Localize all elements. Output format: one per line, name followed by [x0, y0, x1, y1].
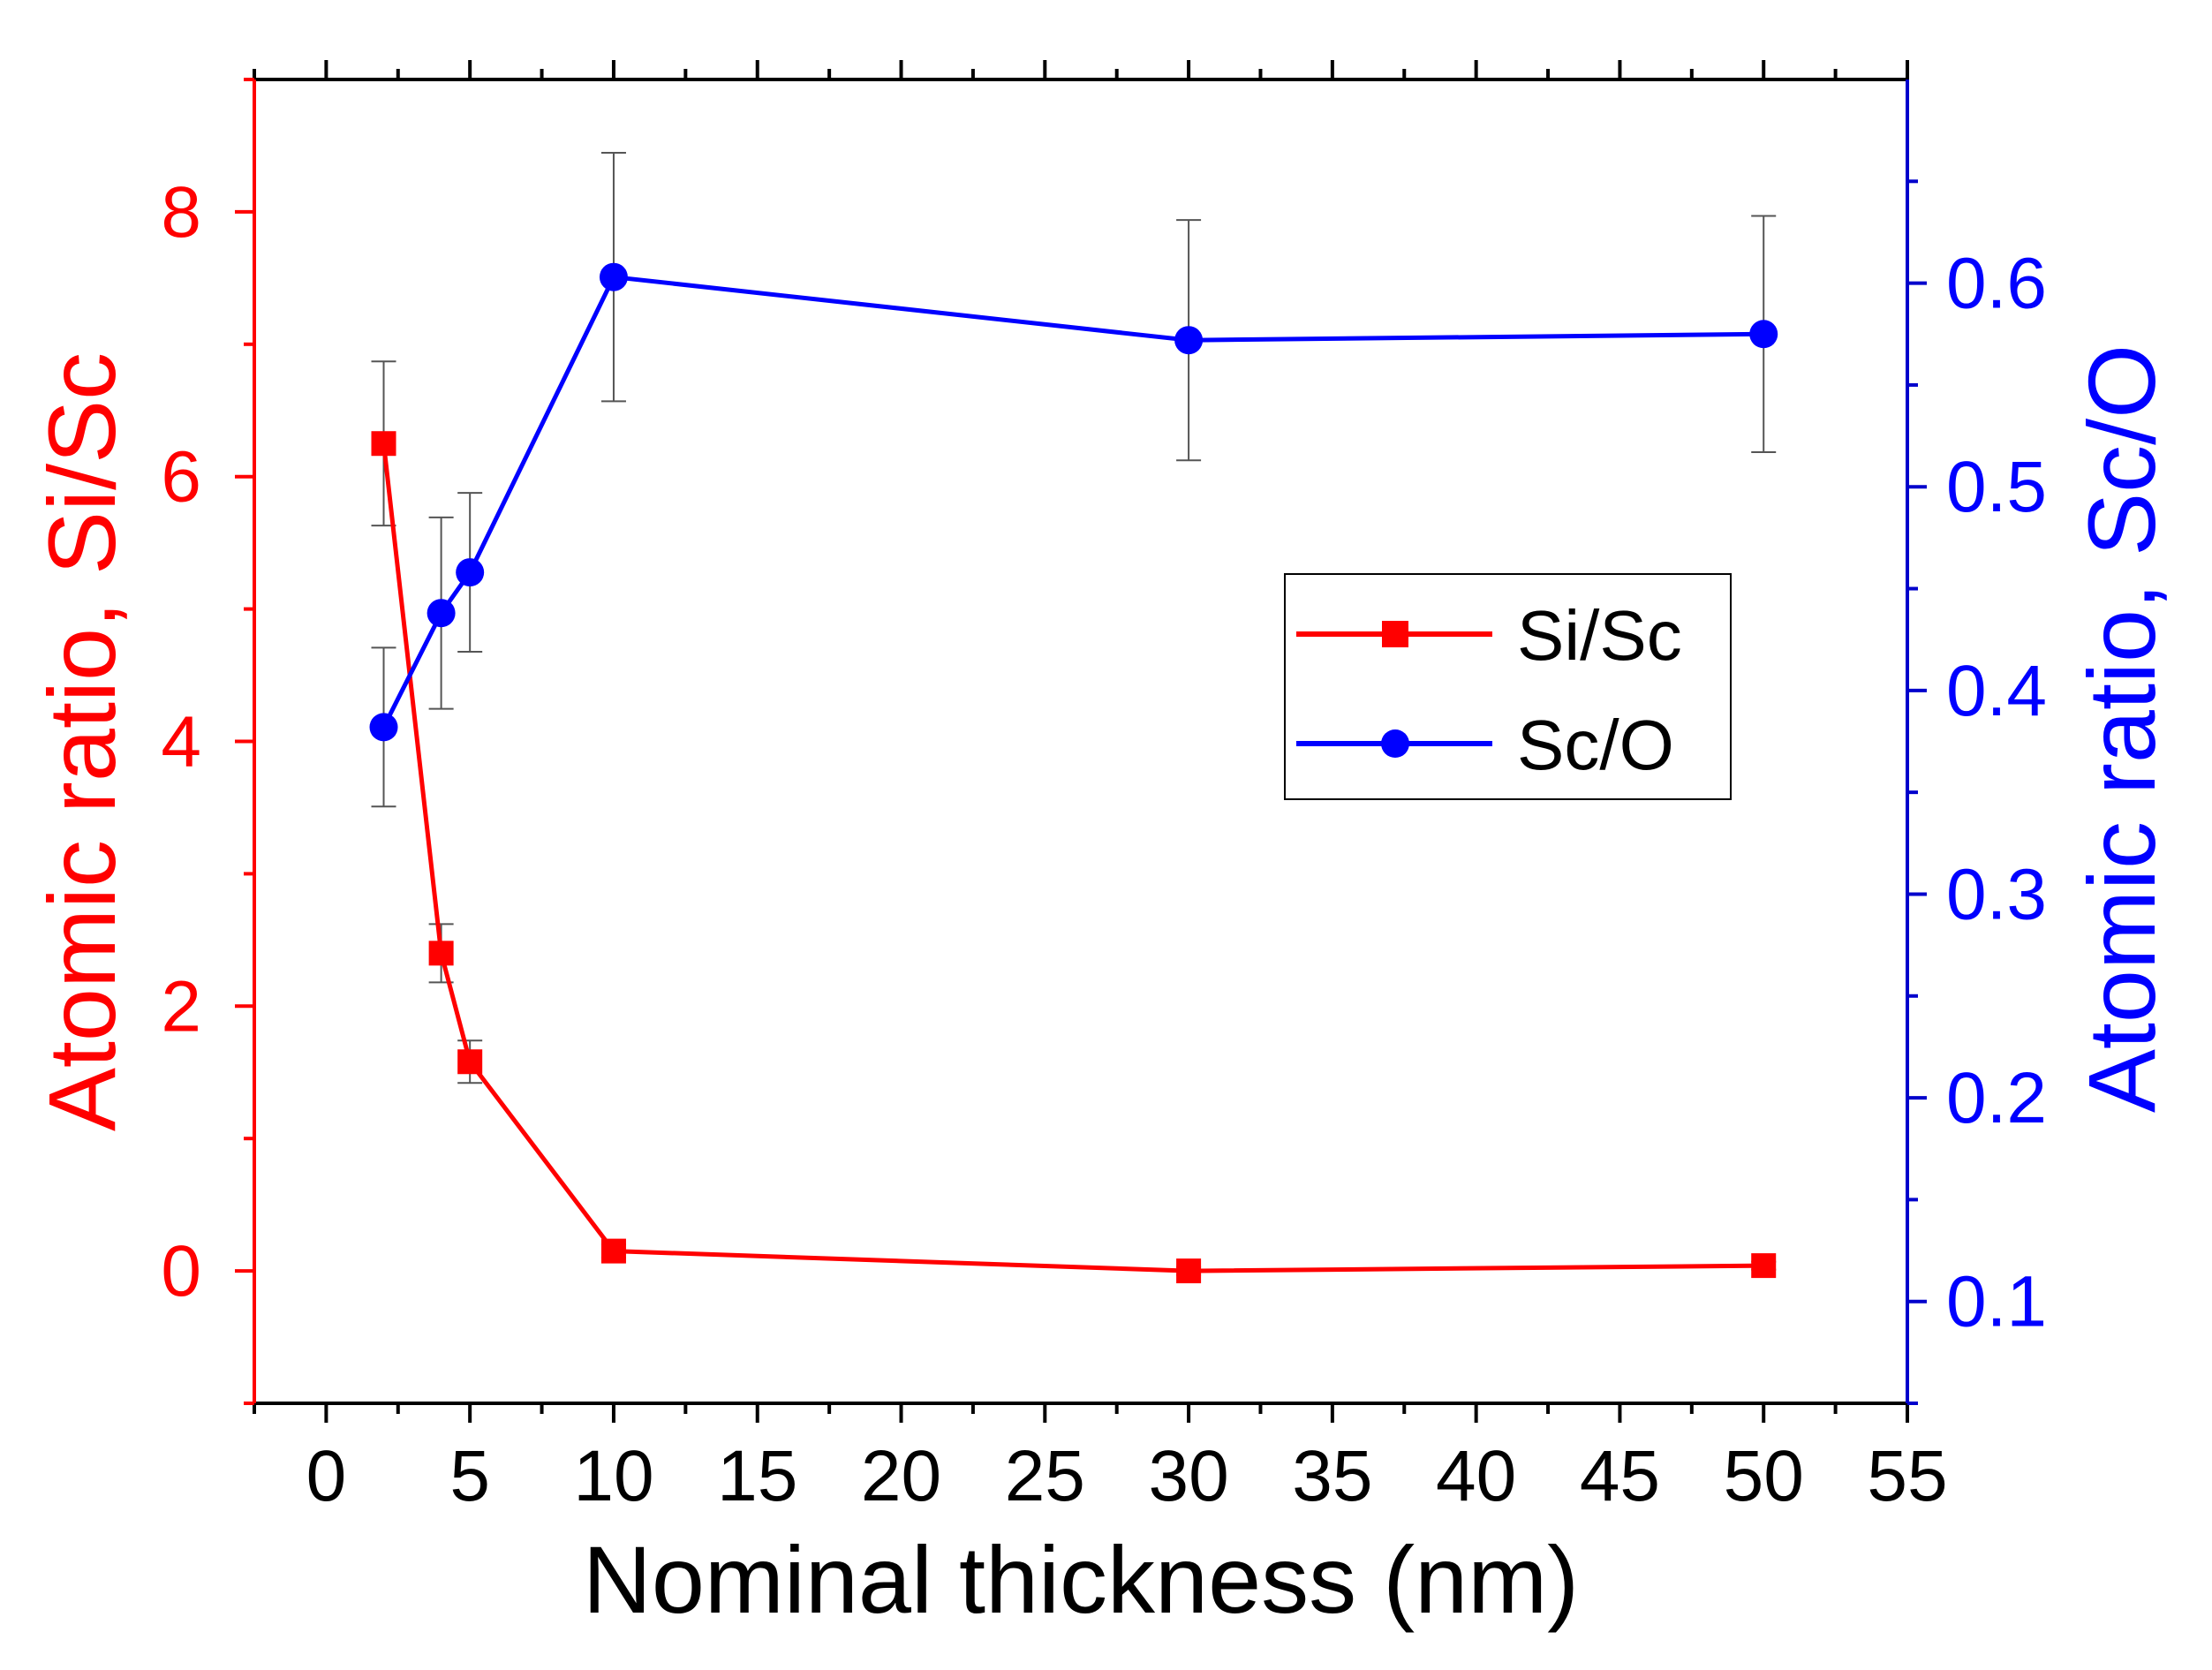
legend-marker-sc-o	[1381, 729, 1409, 758]
legend-box	[1284, 573, 1732, 800]
right-y-tick-label: 0.5	[1946, 447, 2047, 527]
x-tick-label: 20	[861, 1436, 941, 1516]
data-point-sc-o	[427, 599, 456, 628]
left-y-tick-label: 6	[161, 437, 201, 518]
data-point-si-sc	[457, 1049, 483, 1075]
right-y-tick-label: 0.1	[1946, 1262, 2047, 1342]
left-y-tick-label: 4	[161, 702, 201, 782]
series-line-sc-o	[381, 275, 1764, 729]
right-y-tick-label: 0.4	[1946, 651, 2047, 731]
data-point-si-sc	[428, 941, 454, 966]
right-y-tick-label: 0.2	[1946, 1058, 2047, 1138]
x-tick-label: 10	[573, 1436, 653, 1516]
x-tick-label: 35	[1292, 1436, 1372, 1516]
data-point-si-sc	[371, 431, 396, 457]
x-tick-label: 25	[1005, 1436, 1085, 1516]
x-tick-label: 0	[306, 1436, 347, 1516]
markers-layer	[369, 262, 1778, 1284]
legend-label-si-sc: Si/Sc	[1517, 596, 1682, 675]
series-line-si-sc	[381, 442, 1764, 1273]
x-tick-label: 50	[1724, 1436, 1804, 1516]
left-y-tick-label: 0	[161, 1231, 201, 1311]
right-y-tick-label: 0.3	[1946, 854, 2047, 934]
x-tick-label: 40	[1436, 1436, 1516, 1516]
data-point-sc-o	[369, 713, 398, 742]
series-lines-layer	[381, 275, 1764, 1273]
data-point-sc-o	[1174, 326, 1204, 355]
x-tick-label: 5	[449, 1436, 490, 1516]
x-tick-label: 15	[717, 1436, 797, 1516]
right-y-tick-label: 0.6	[1946, 244, 2047, 324]
data-point-sc-o	[456, 558, 485, 587]
left-y-axis-title: Atomic ratio, Si/Sc	[28, 352, 135, 1131]
legend: Si/Sc Sc/O	[1284, 573, 1732, 800]
legend-label-sc-o: Sc/O	[1517, 706, 1674, 784]
legend-marker-si-sc	[1382, 621, 1408, 647]
left-y-tick-label: 8	[161, 172, 201, 253]
data-point-si-sc	[1751, 1253, 1777, 1279]
x-tick-label: 30	[1148, 1436, 1228, 1516]
left-y-tick-label: 2	[161, 966, 201, 1047]
data-point-sc-o	[1749, 320, 1778, 349]
x-tick-label: 55	[1867, 1436, 1947, 1516]
data-point-sc-o	[599, 262, 628, 291]
x-tick-label: 45	[1580, 1436, 1660, 1516]
data-point-si-sc	[1176, 1258, 1202, 1284]
x-axis-title: Nominal thickness (nm)	[583, 1526, 1579, 1633]
data-point-si-sc	[600, 1238, 626, 1264]
right-y-axis-title: Atomic ratio, Sc/O	[2068, 344, 2175, 1113]
ticks-layer: 0 5 10 15 20 25 30 35 40 45 50 55 0 2 4 6 8 0.1 0.2 0.3 0.4 0…	[161, 60, 2047, 1516]
